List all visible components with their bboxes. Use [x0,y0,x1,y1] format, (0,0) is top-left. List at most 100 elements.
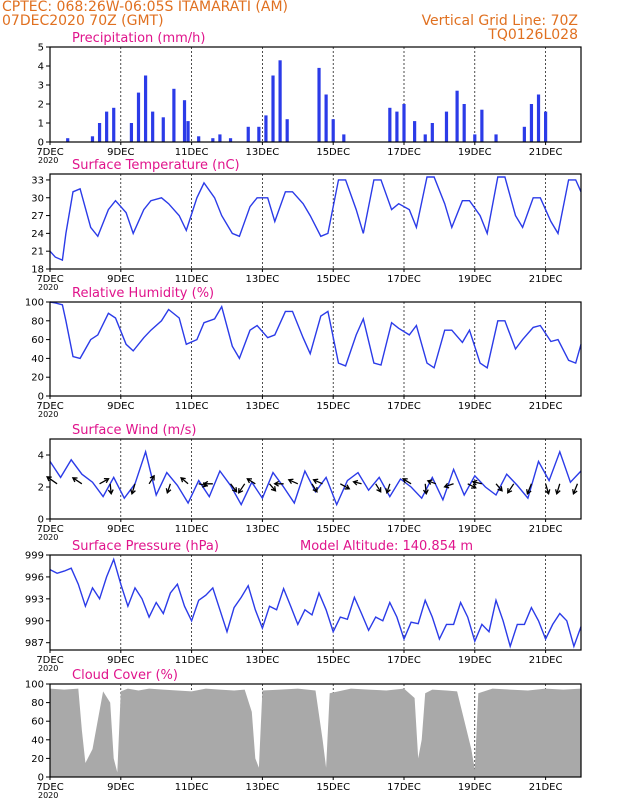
panel-title: Surface Wind (m/s) [72,423,196,438]
x-tick-label: 7DEC [36,147,63,158]
series-line [49,176,582,262]
panel-title: Cloud Cover (%) [72,668,178,683]
x-tick-label: 11DEC [175,147,209,158]
wind-arrow [312,478,323,485]
wind-arrow [46,476,58,485]
wind-arrow [544,483,551,496]
x-tick-label: 19DEC [458,655,492,666]
x-tick-label: 15DEC [316,401,350,412]
precip-bar [473,134,477,142]
y-tick-label: 33 [31,175,44,186]
x-tick-label: 15DEC [316,655,350,666]
x-tick-label: 11DEC [175,274,209,285]
wind-arrow [467,483,477,489]
x-tick-label: 13DEC [246,274,280,285]
x-tick-label: 19DEC [458,147,492,158]
wind-arrow [385,483,391,494]
y-tick-label: 2 [38,483,44,494]
year-label: 2020 [38,664,58,673]
precip-bar [264,115,268,142]
x-tick-label: 13DEC [246,401,280,412]
wind-arrow [273,480,284,487]
precip-bar [218,134,222,142]
year-label: 2020 [38,533,58,542]
wind-arrow [237,483,246,494]
y-tick-label: 4 [38,451,44,462]
y-tick-label: 30 [31,193,44,204]
header-grid-line: Vertical Grid Line: 70Z [422,13,578,29]
y-tick-label: 1 [38,119,44,130]
wind-arrow [180,476,189,485]
y-tick-label: 0 [38,515,44,526]
wind-arrow [130,483,136,496]
precip-bar [161,117,165,142]
precip-bar [172,88,176,142]
wind-arrow [165,483,172,494]
panels-group: 0 1 2 3 4 5 7DEC 9DEC 11DEC 13DEC 15DEC 17DEC 19DEC 2… [25,31,582,800]
precip-bar [395,111,399,142]
precip-bar [529,104,534,142]
wind-arrow [471,479,483,486]
panel-frame [49,301,582,397]
wind-arrow [71,477,83,485]
panel-frame [49,438,582,520]
precip-bar [285,119,289,142]
x-tick-label: 17DEC [387,655,421,666]
y-tick-label: 100 [25,680,44,691]
x-tick-label: 19DEC [458,782,492,793]
panel-frame [49,554,582,651]
precip-bar [462,104,466,142]
precip-bar [257,126,261,142]
x-tick-label: 9DEC [107,147,134,158]
wind-arrow [352,479,362,486]
precip-bar [324,94,328,142]
y-tick-label: 5 [38,43,44,54]
wind-arrow [311,483,318,493]
y-tick-label: 996 [25,572,44,583]
wind-arrow [339,483,351,490]
x-tick-label: 7DEC [36,401,63,412]
panel-frame [49,173,582,270]
x-tick-label: 19DEC [458,401,492,412]
x-tick-label: 9DEC [107,524,134,535]
precip-bar [105,111,109,142]
cloud-cover-area [50,688,581,777]
x-tick-label: 11DEC [175,782,209,793]
precip-bar [197,136,201,142]
precip-bar [480,109,484,142]
x-tick-label: 7DEC [36,274,63,285]
wind-arrow [107,483,114,496]
y-tick-label: 20 [31,373,44,384]
precip-bar [186,121,190,142]
wind-arrow [268,483,277,492]
wind-arrow [495,483,503,492]
x-tick-label: 15DEC [316,147,350,158]
wind-arrow [402,478,412,485]
wind-arrow [507,483,515,494]
x-tick-label: 15DEC [316,274,350,285]
y-tick-label: 987 [25,638,44,649]
precip-bar [402,104,406,142]
precip-bar [444,111,449,142]
x-tick-label: 21DEC [529,655,563,666]
panel-title: Surface Temperature (nC) [72,158,240,173]
precip-bar [228,138,233,142]
wind-arrow [246,478,256,485]
precip-bar [536,94,541,142]
x-tick-label: 21DEC [529,782,563,793]
series-line [49,301,582,369]
x-tick-label: 15DEC [316,524,350,535]
precip-bar [143,75,148,142]
panel-title: Surface Pressure (hPa) [72,539,219,554]
precip-bar [271,75,275,142]
precip-bar [90,136,95,142]
x-tick-label: 15DEC [316,782,350,793]
y-tick-label: 3 [38,81,44,92]
y-tick-label: 993 [25,594,44,605]
precip-bar [151,111,155,142]
y-tick-label: 100 [25,298,44,309]
x-tick-label: 21DEC [529,401,563,412]
x-tick-label: 13DEC [246,782,280,793]
precip-bar [388,107,392,142]
wind-arrow [572,483,579,495]
